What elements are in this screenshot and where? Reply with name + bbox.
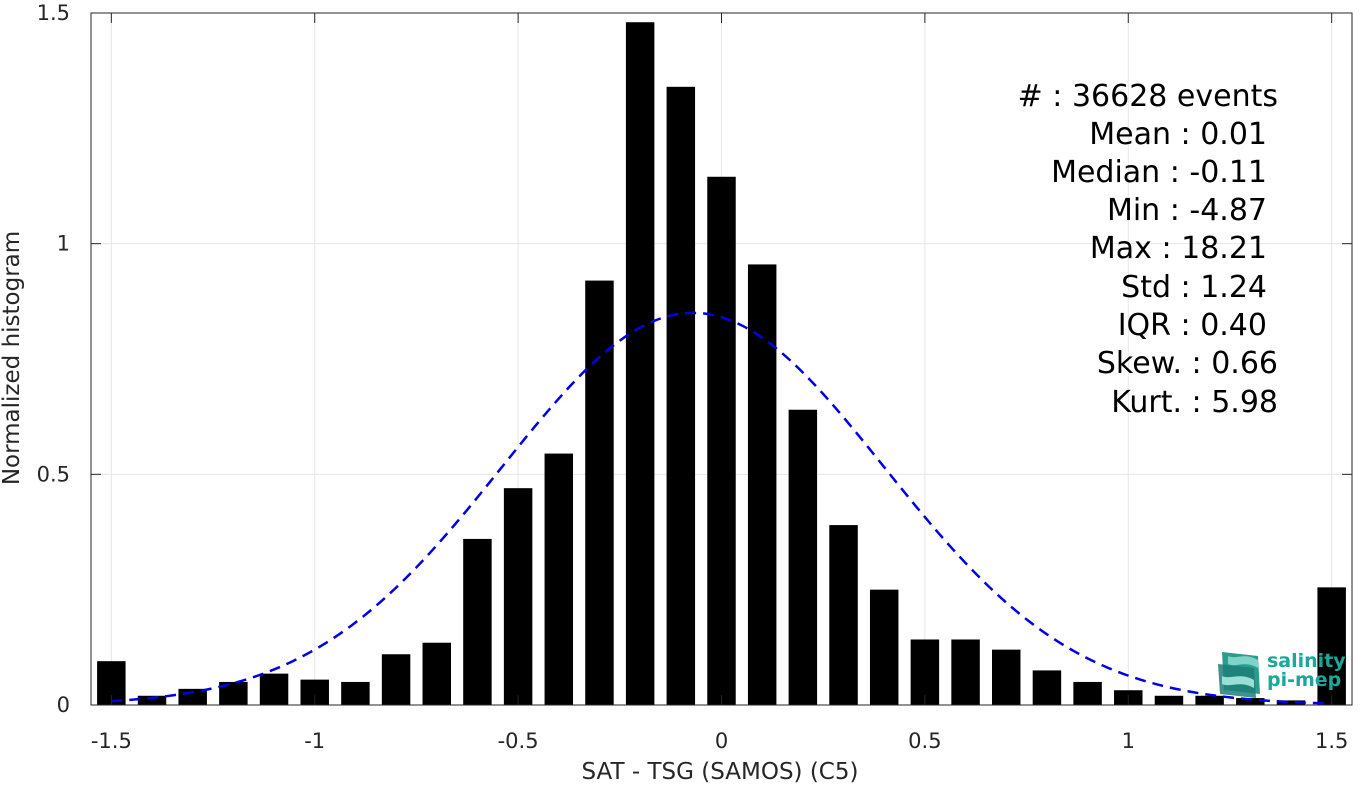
histogram-bar: [1195, 695, 1224, 705]
histogram-bar: [788, 409, 818, 705]
histogram-bar: [666, 86, 696, 705]
stat-line: Max : 18.21: [1090, 231, 1267, 266]
y-axis-label: Normalized histogram: [0, 231, 25, 485]
salinity-pimep-logo: salinity pi-mep: [1218, 650, 1346, 698]
histogram-bar: [747, 264, 777, 705]
stat-line: IQR : 0.40: [1118, 308, 1267, 343]
histogram-bar: [585, 280, 614, 705]
histogram-bar: [219, 681, 248, 705]
histogram-bar: [869, 589, 899, 705]
axes: [90, 12, 1353, 706]
histogram-bar: [1154, 695, 1184, 705]
histogram-bar: [381, 654, 411, 705]
tick-labels: -1.5 -1 -0.5 0 0.5 1 1.5 0 0.5 1 1.5: [37, 1, 1349, 753]
x-tick-label: 0: [715, 729, 728, 753]
stat-line: Mean : 0.01: [1089, 117, 1267, 152]
y-tick-label: 0.5: [37, 462, 70, 486]
logo-line1: salinity: [1267, 650, 1346, 672]
fit-curve-line: [111, 311, 1332, 705]
histogram-bar: [992, 649, 1021, 705]
histogram-bar: [341, 681, 370, 705]
x-tick-label: 1.5: [1315, 729, 1348, 753]
histogram-bar: [259, 673, 289, 705]
histogram-bar: [829, 525, 858, 705]
histogram-bar: [1236, 698, 1265, 705]
histogram-bar: [625, 22, 655, 705]
stat-line: Median : -0.11: [1051, 155, 1267, 190]
histogram-bar: [951, 639, 980, 705]
gaussian-fit: [111, 311, 1332, 705]
histogram-bar: [544, 453, 574, 705]
histogram-bar: [1073, 681, 1102, 705]
histogram-bar: [137, 695, 167, 705]
x-tick-label: 1: [1122, 729, 1135, 753]
histogram-bar: [463, 538, 492, 705]
histogram-bar: [910, 639, 940, 705]
x-tick-label: -1.5: [91, 729, 132, 753]
y-tick-label: 0: [57, 693, 70, 717]
stat-line: Min : -4.87: [1107, 193, 1267, 228]
y-tick-label: 1.5: [37, 1, 70, 25]
wave-flag-icon: [1218, 652, 1260, 698]
stat-line: Skew. : 0.66: [1097, 346, 1278, 381]
histogram-bar: [503, 488, 533, 705]
x-tick-label: -0.5: [498, 729, 539, 753]
y-tick-label: 1: [57, 232, 70, 256]
stat-line: Kurt. : 5.98: [1111, 385, 1278, 420]
histogram-bar: [707, 176, 736, 706]
x-tick-label: 0.5: [908, 729, 941, 753]
histogram-bar: [422, 642, 451, 705]
histogram-bar: [1317, 587, 1346, 705]
histogram-bar: [1032, 670, 1062, 705]
x-axis-label: SAT - TSG (SAMOS) (C5): [582, 759, 859, 785]
x-tick-label: -1: [304, 729, 325, 753]
logo-line2: pi-mep: [1267, 669, 1341, 691]
stat-line: Std : 1.24: [1121, 270, 1267, 305]
stat-line: # : 36628 events: [1018, 79, 1278, 114]
histogram-bar: [1276, 700, 1306, 705]
histogram-bars: [97, 22, 1346, 706]
